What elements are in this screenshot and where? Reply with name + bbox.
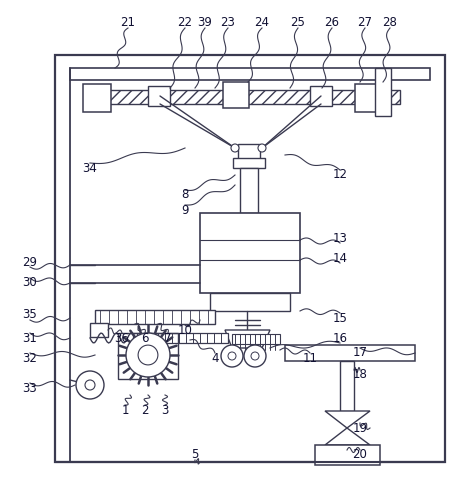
Bar: [95, 90, 400, 104]
Circle shape: [231, 144, 239, 152]
Bar: [355, 84, 383, 112]
Bar: [83, 84, 111, 112]
Bar: [90, 323, 108, 337]
Text: 12: 12: [333, 169, 347, 182]
Bar: [133, 333, 228, 343]
Circle shape: [251, 352, 259, 360]
Text: 19: 19: [353, 421, 367, 434]
Circle shape: [221, 345, 243, 367]
Text: 3: 3: [161, 403, 169, 416]
Text: 36: 36: [115, 332, 129, 345]
Text: 8: 8: [181, 188, 188, 201]
Bar: [223, 82, 249, 108]
Text: 5: 5: [191, 448, 199, 461]
Bar: [285, 345, 415, 361]
Bar: [148, 86, 170, 106]
Bar: [233, 158, 265, 168]
Circle shape: [138, 345, 158, 365]
Text: 32: 32: [23, 351, 37, 364]
Text: 11: 11: [303, 351, 317, 364]
Text: 18: 18: [353, 369, 367, 381]
Polygon shape: [225, 330, 270, 348]
Bar: [200, 213, 300, 293]
Bar: [240, 168, 258, 213]
Circle shape: [85, 380, 95, 390]
Bar: [55, 55, 445, 462]
Text: 20: 20: [353, 448, 367, 461]
Text: 13: 13: [333, 231, 347, 244]
Text: 39: 39: [198, 15, 213, 28]
Circle shape: [244, 345, 266, 367]
Text: 30: 30: [23, 277, 37, 290]
Text: 34: 34: [83, 161, 97, 174]
Circle shape: [126, 333, 170, 377]
Circle shape: [258, 144, 266, 152]
Text: 25: 25: [291, 15, 305, 28]
Text: 14: 14: [333, 252, 347, 265]
Text: 24: 24: [255, 15, 269, 28]
Text: 17: 17: [353, 347, 367, 360]
Bar: [340, 361, 354, 411]
Bar: [95, 310, 215, 324]
Bar: [70, 68, 430, 80]
Circle shape: [76, 371, 104, 399]
Text: 2: 2: [141, 403, 149, 416]
Text: 35: 35: [23, 308, 37, 321]
Text: 1: 1: [121, 403, 129, 416]
Text: 22: 22: [177, 15, 193, 28]
Text: 26: 26: [324, 15, 340, 28]
Text: 7: 7: [164, 332, 172, 345]
Text: 9: 9: [181, 203, 189, 216]
Text: 31: 31: [23, 332, 37, 345]
Text: 28: 28: [383, 15, 397, 28]
Bar: [238, 144, 260, 162]
Text: 10: 10: [177, 323, 193, 336]
Bar: [375, 68, 391, 116]
Text: 15: 15: [333, 311, 347, 324]
Circle shape: [228, 352, 236, 360]
Text: 33: 33: [23, 381, 37, 394]
Text: 21: 21: [121, 15, 135, 28]
Text: 16: 16: [333, 332, 347, 345]
Bar: [232, 334, 280, 344]
Text: 27: 27: [358, 15, 372, 28]
Text: 29: 29: [23, 255, 37, 268]
Bar: [118, 333, 178, 379]
Bar: [315, 445, 380, 465]
Polygon shape: [325, 411, 370, 445]
Text: 23: 23: [220, 15, 236, 28]
Text: 4: 4: [211, 351, 219, 364]
Text: 6: 6: [141, 332, 149, 345]
Bar: [310, 86, 332, 106]
Bar: [210, 293, 290, 311]
